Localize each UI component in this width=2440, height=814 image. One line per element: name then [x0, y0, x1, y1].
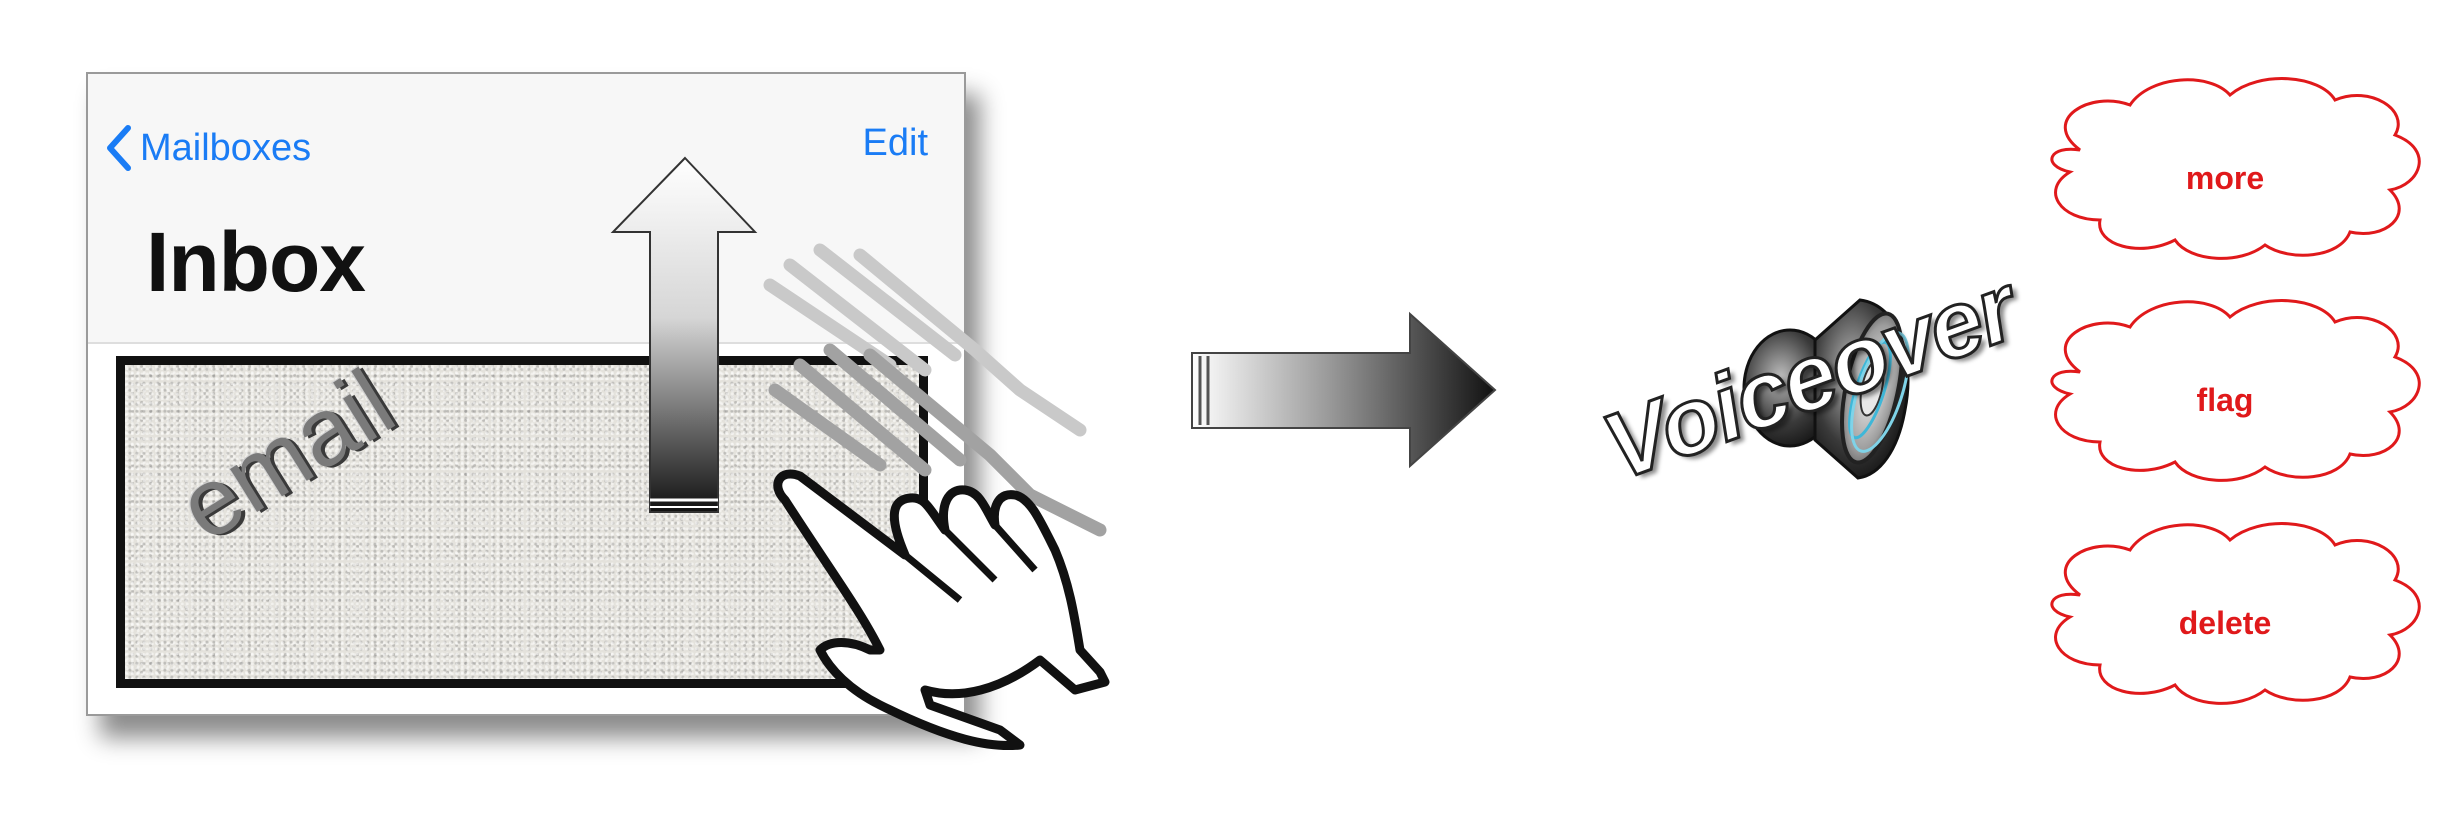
navigation-bar: Mailboxes Edit Inbox	[88, 74, 964, 344]
action-more-label: more	[2185, 160, 2265, 196]
action-delete-label: delete	[2178, 605, 2272, 641]
page-title: Inbox	[146, 215, 366, 309]
chevron-left-icon	[107, 125, 131, 171]
speaker-icon	[1742, 298, 1910, 480]
transition-arrow-icon	[1191, 311, 1497, 469]
email-list-item[interactable]	[116, 356, 928, 688]
mailboxes-back-button[interactable]: Mailboxes	[104, 118, 311, 178]
cloud-shape-flag	[2050, 299, 2421, 482]
mail-inbox-screen: Mailboxes Edit Inbox	[86, 72, 966, 716]
action-flag-label: flag	[2196, 382, 2254, 418]
mailboxes-back-label: Mailboxes	[140, 126, 312, 169]
swipe-up-arrow-icon	[610, 156, 758, 513]
cloud-shape-more	[2050, 77, 2421, 260]
edit-button[interactable]: Edit	[862, 122, 928, 164]
ghost-hand-icon	[763, 243, 1107, 537]
cloud-shape-delete	[2050, 522, 2421, 705]
hand-pointer-icon	[773, 469, 1110, 751]
